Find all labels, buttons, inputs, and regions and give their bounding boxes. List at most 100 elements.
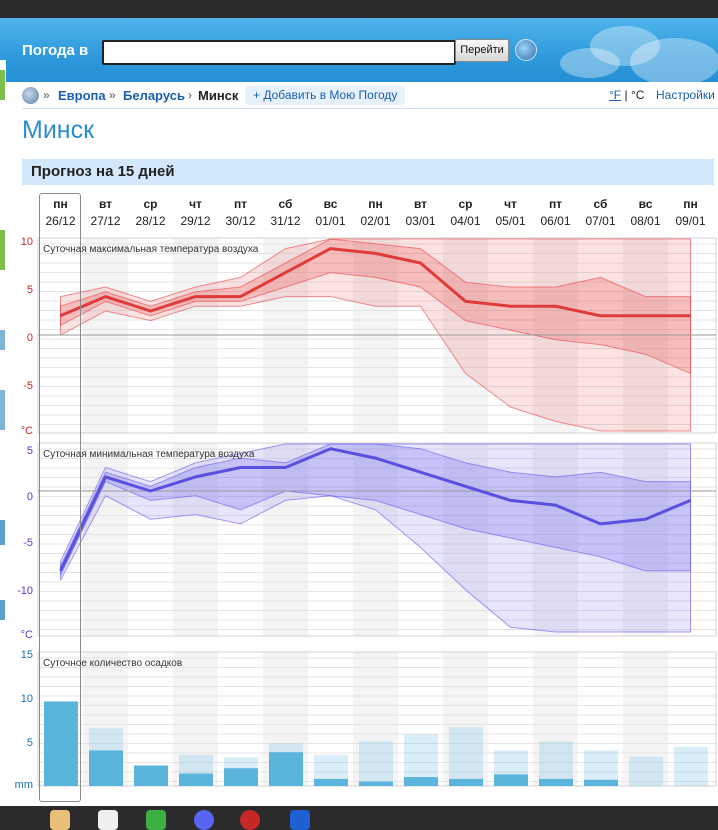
precip-bar [134,765,168,786]
add-to-my-weather-button[interactable]: + Добавить в Мою Погоду [245,86,406,105]
day-column-header[interactable]: пн 09/01 [668,197,713,228]
column-shade [353,652,398,786]
cloud-decoration [560,48,620,78]
selected-day-frame[interactable] [39,193,81,802]
site-header: Погода в Перейти [0,18,718,82]
day-column-header[interactable]: пт 06/01 [533,197,578,228]
precip-bar [539,778,573,786]
day-name: пт [548,197,563,211]
mean-line [59,247,691,318]
breadcrumb-europe[interactable]: Европа [58,88,106,103]
day-name: пн [368,197,383,211]
y-tick-label: 0 [26,491,33,503]
unit-separator: | [624,88,628,102]
page-title: Минск [22,116,95,144]
column-shade [173,652,218,786]
precip-bar [179,773,213,786]
day-date: 06/01 [540,214,571,228]
day-name: сб [278,197,293,211]
unit-c-label: °C [630,88,645,102]
forecast-title: Прогноз на 15 дней [22,159,714,185]
unit-switch: °F | °C [609,88,644,102]
column-shade [623,443,668,636]
y-unit-label: °C [20,425,33,437]
day-date: 02/01 [360,214,391,228]
chart-title: Суточная максимальная температура воздух… [43,244,259,255]
divider [22,108,718,109]
precip-bar [584,779,618,786]
day-name: сб [593,197,608,211]
column-shade [623,652,668,786]
precip-bar [359,781,393,786]
day-column-header[interactable]: ср 04/01 [443,197,488,228]
day-name: чт [189,197,202,211]
day-date: 04/01 [450,214,481,228]
day-column-header[interactable]: сб 31/12 [263,197,308,228]
y-tick-label: 15 [20,649,33,661]
day-column-header[interactable]: пн 02/01 [353,197,398,228]
app-icon[interactable] [146,810,166,830]
app-icon[interactable] [50,810,70,830]
search-label: Погода в [22,42,89,59]
taskbar [0,806,718,830]
y-unit-label: mm [14,779,33,791]
column-shade [353,443,398,636]
day-date: 09/01 [675,214,706,228]
chart-title: Суточная минимальная температура воздуха [43,449,255,460]
cards-icon[interactable] [98,810,118,830]
day-date: 07/01 [585,214,616,228]
discord-icon[interactable] [194,810,214,830]
precip-range-bar [629,756,663,786]
inner-range-band [60,443,691,576]
y-tick-label: 10 [20,693,33,705]
window-top-bar [0,0,718,18]
day-column-header[interactable]: чт 29/12 [173,197,218,228]
day-column-header[interactable]: пт 30/12 [218,197,263,228]
precip-bar [224,768,258,786]
day-column-header[interactable]: вт 03/01 [398,197,443,228]
precip-bar [44,701,78,786]
unit-f-link[interactable]: °F [609,88,622,102]
column-shade [263,443,308,636]
day-date: 05/01 [495,214,526,228]
globe-icon[interactable] [515,39,537,61]
day-name: вт [98,197,113,211]
day-column-header[interactable]: ср 28/12 [128,197,173,228]
day-column-header[interactable]: сб 07/01 [578,197,623,228]
chevron-icon: » [43,88,50,102]
column-shade [533,652,578,786]
breadcrumb: » Европа » Беларусь › Минск + Добавить в… [22,86,718,108]
y-tick-label: -5 [23,380,33,392]
day-date: 27/12 [90,214,121,228]
opera-icon[interactable] [240,810,260,830]
globe-icon[interactable] [22,87,39,104]
day-date: 30/12 [225,214,256,228]
precip-bar [494,774,528,786]
precip-bar [404,777,438,786]
day-date: 01/01 [315,214,346,228]
day-name: вс [638,197,653,211]
day-column-header[interactable]: пн 26/12 [38,197,83,228]
day-column-header[interactable]: вс 01/01 [308,197,353,228]
day-date: 28/12 [135,214,166,228]
precip-range-bar [674,746,708,786]
day-name: вс [323,197,338,211]
precip-bar [269,752,303,786]
settings-link[interactable]: Настройки [656,88,715,102]
day-column-header[interactable]: вс 08/01 [623,197,668,228]
precip-bar [314,778,348,786]
y-tick-label: 10 [20,236,33,248]
breadcrumb-current: Минск [198,88,239,103]
chevron-icon: › [188,88,192,102]
go-button[interactable]: Перейти [455,39,509,62]
app-icon[interactable] [290,810,310,830]
day-date: 31/12 [270,214,301,228]
day-name: ср [143,197,158,211]
mean-line [59,447,692,572]
day-column-header[interactable]: вт 27/12 [83,197,128,228]
city-search-input[interactable] [102,40,456,65]
cloud-decoration [590,26,660,66]
day-column-header[interactable]: чт 05/01 [488,197,533,228]
cloud-decoration [630,38,718,82]
breadcrumb-belarus[interactable]: Беларусь [123,88,185,103]
